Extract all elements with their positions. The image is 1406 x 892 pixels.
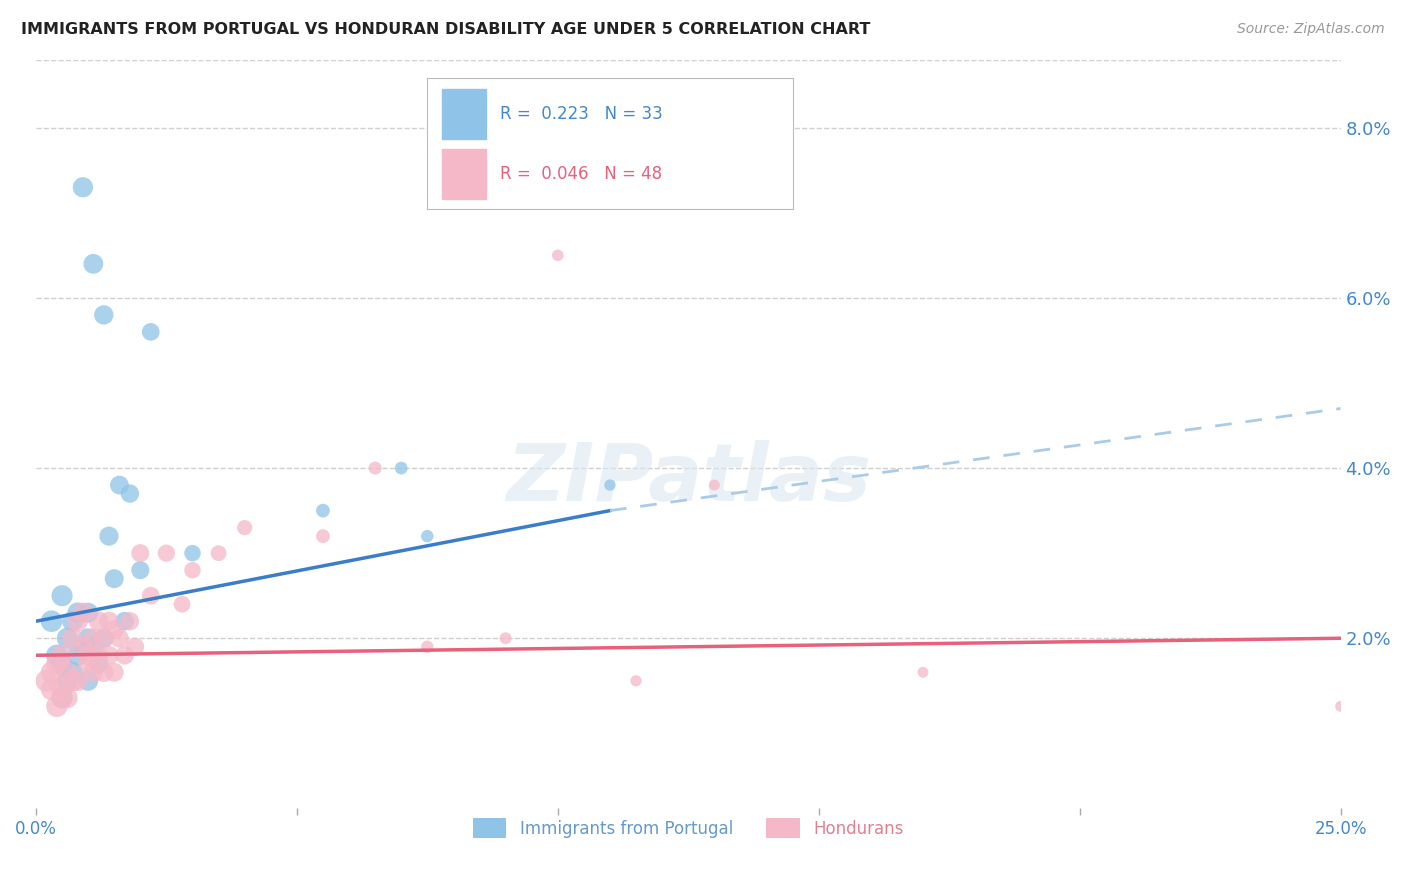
Point xyxy=(416,529,439,543)
Point xyxy=(87,648,110,663)
Point xyxy=(103,572,125,586)
Point xyxy=(56,632,79,646)
Point xyxy=(108,632,131,646)
Point xyxy=(93,632,115,646)
Point xyxy=(82,640,104,654)
Point xyxy=(45,699,67,714)
Legend: Immigrants from Portugal, Hondurans: Immigrants from Portugal, Hondurans xyxy=(467,812,910,845)
Point xyxy=(51,589,73,603)
Point xyxy=(66,614,89,628)
Point xyxy=(118,486,141,500)
Point xyxy=(56,665,79,680)
Point xyxy=(624,673,647,688)
Point xyxy=(118,614,141,628)
Point xyxy=(72,606,94,620)
Point xyxy=(56,673,79,688)
Point xyxy=(547,248,569,262)
Point xyxy=(56,690,79,705)
Point xyxy=(93,308,115,322)
Point xyxy=(82,632,104,646)
Point xyxy=(1329,699,1351,714)
Point xyxy=(77,606,100,620)
Point xyxy=(98,614,121,628)
Point xyxy=(51,690,73,705)
Point xyxy=(72,180,94,194)
Point xyxy=(155,546,177,560)
Point xyxy=(98,648,121,663)
Point xyxy=(82,257,104,271)
Point xyxy=(87,657,110,671)
Point xyxy=(93,665,115,680)
Point xyxy=(207,546,229,560)
Text: Source: ZipAtlas.com: Source: ZipAtlas.com xyxy=(1237,22,1385,37)
Point xyxy=(41,665,63,680)
Point xyxy=(66,648,89,663)
Point xyxy=(51,690,73,705)
Point xyxy=(124,640,146,654)
Point xyxy=(129,563,152,577)
Point xyxy=(181,563,204,577)
Point xyxy=(87,614,110,628)
Point xyxy=(103,623,125,637)
Point xyxy=(389,461,412,475)
Point xyxy=(103,665,125,680)
Point xyxy=(45,648,67,663)
Text: ZIPatlas: ZIPatlas xyxy=(506,440,870,518)
Point xyxy=(312,529,335,543)
Point xyxy=(35,673,58,688)
Point xyxy=(51,648,73,663)
Point xyxy=(364,461,387,475)
Point xyxy=(41,614,63,628)
Point xyxy=(139,589,162,603)
Point xyxy=(62,665,84,680)
Point xyxy=(233,521,256,535)
Point xyxy=(703,478,725,492)
Point xyxy=(77,648,100,663)
Point xyxy=(599,478,621,492)
Point xyxy=(181,546,204,560)
Point xyxy=(170,597,193,611)
Point xyxy=(77,632,100,646)
Point xyxy=(312,503,335,517)
Point xyxy=(77,657,100,671)
Point xyxy=(82,665,104,680)
Point xyxy=(62,614,84,628)
Point xyxy=(51,682,73,697)
Point xyxy=(41,682,63,697)
Point xyxy=(72,640,94,654)
Point xyxy=(495,632,517,646)
Point xyxy=(77,673,100,688)
Point xyxy=(114,648,136,663)
Point xyxy=(416,640,439,654)
Point xyxy=(62,673,84,688)
Point xyxy=(66,606,89,620)
Point xyxy=(129,546,152,560)
Point xyxy=(45,657,67,671)
Point xyxy=(108,478,131,492)
Point xyxy=(98,529,121,543)
Text: IMMIGRANTS FROM PORTUGAL VS HONDURAN DISABILITY AGE UNDER 5 CORRELATION CHART: IMMIGRANTS FROM PORTUGAL VS HONDURAN DIS… xyxy=(21,22,870,37)
Point xyxy=(72,640,94,654)
Point xyxy=(139,325,162,339)
Point xyxy=(66,673,89,688)
Point xyxy=(912,665,935,680)
Point xyxy=(51,657,73,671)
Point xyxy=(62,632,84,646)
Point xyxy=(93,632,115,646)
Point xyxy=(114,614,136,628)
